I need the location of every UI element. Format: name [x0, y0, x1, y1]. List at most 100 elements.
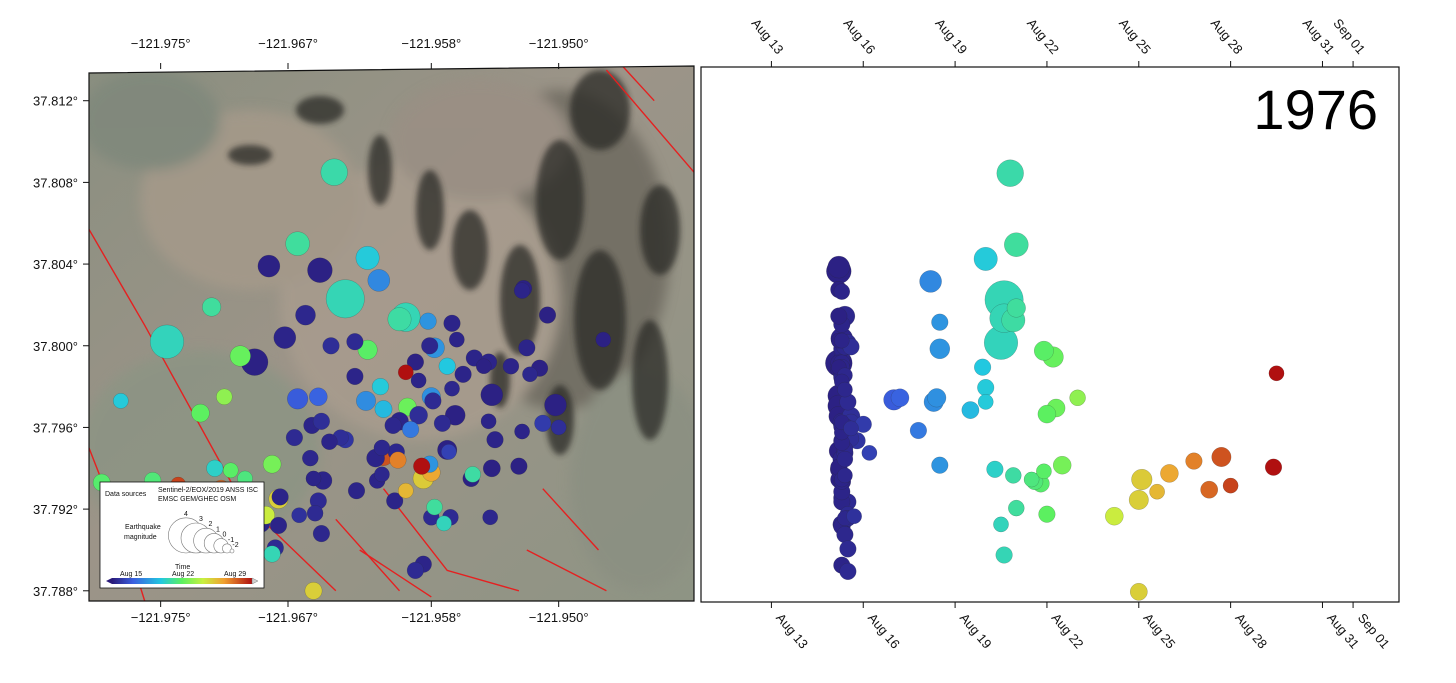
time-quake-point: [833, 283, 851, 300]
map-quake-point: [374, 466, 390, 483]
map-top-tick-label: −121.958°: [401, 36, 461, 51]
map-quake-point: [482, 509, 499, 526]
legend-magnitude-title-1: Earthquake: [125, 524, 161, 531]
map-quake-point: [216, 388, 233, 406]
map-quake-point: [421, 337, 439, 355]
time-quake-point: [1069, 389, 1086, 407]
time-quake-point: [1038, 505, 1056, 523]
map-quake-point: [480, 383, 504, 407]
time-top-tick-label: Aug 25: [1116, 16, 1154, 57]
map-quake-point: [389, 451, 407, 469]
map-bottom-tick-label: −121.967°: [258, 610, 318, 625]
time-quake-point: [1005, 467, 1022, 484]
time-quake-point: [1006, 298, 1026, 318]
map-quake-point: [306, 504, 324, 522]
map-quake-point: [433, 414, 451, 432]
time-bottom-tick-label: Aug 28: [1232, 610, 1270, 651]
time-quake-point: [1264, 458, 1283, 476]
satellite-basemap: [89, 66, 694, 601]
map-quake-point: [371, 378, 389, 396]
map-bottom-tick-label: −121.950°: [529, 610, 589, 625]
map-quake-point: [538, 306, 557, 324]
map-quake-point: [309, 387, 328, 407]
time-bottom-tick-label: Sep 01: [1355, 610, 1393, 651]
map-quake-point: [202, 297, 222, 317]
legend-magnitude-value: 3: [199, 516, 203, 523]
map-quake-point: [513, 282, 531, 299]
time-quake-point: [931, 313, 949, 331]
map-quake-point: [544, 393, 567, 417]
map-quake-point: [406, 353, 424, 371]
time-bottom-tick-label: Aug 25: [1141, 610, 1179, 651]
time-quake-point: [1222, 477, 1239, 494]
time-top-tick-label: Aug 16: [841, 16, 879, 57]
map-legend: Data sources Sentinel-2/EOX/2019 ANSS IS…: [99, 481, 265, 589]
map-quake-point: [486, 431, 504, 449]
map-quake-point: [444, 404, 466, 426]
map-quake-point: [305, 470, 322, 487]
fault-line: [605, 69, 694, 173]
map-quake-point: [356, 390, 376, 411]
map-quake-point: [346, 333, 364, 351]
fault-line: [621, 66, 655, 102]
map-quake-point: [112, 393, 129, 409]
map-quake-point: [424, 392, 442, 410]
map-quake-point: [355, 245, 380, 270]
time-quake-point: [1052, 455, 1072, 475]
time-panel: 1976 Aug 13 Aug 13 Aug 16 Aug 16 Aug 19 Aug 1…: [700, 16, 1400, 651]
time-quake-point: [836, 526, 854, 544]
map-quake-point: [304, 581, 323, 600]
map-quake-point: [438, 357, 456, 375]
time-quake-point: [986, 460, 1004, 478]
map-quake-point: [413, 457, 431, 475]
map-quake-point: [322, 337, 340, 355]
legend-magnitude-value: -1: [228, 537, 234, 544]
map-quake-point: [443, 314, 461, 332]
map-quake-point: [347, 482, 366, 500]
map-top-tick-label: −121.950°: [529, 36, 589, 51]
map-quake-point: [373, 439, 391, 457]
time-quake-point: [974, 358, 992, 376]
map-quake-point: [409, 405, 428, 425]
map-quake-point: [262, 454, 282, 474]
legend-magnitude-title-2: magnitude: [124, 534, 157, 541]
year-label: 1976: [1253, 78, 1378, 141]
map-left-tick-label: 37.800°: [33, 339, 78, 354]
map-quake-point: [397, 364, 414, 381]
map-quake-point: [346, 367, 364, 385]
map-left-tick-label: 37.804°: [33, 257, 78, 272]
legend-sources-title: Data sources: [105, 491, 147, 498]
map-bottom-tick-label: −121.975°: [131, 610, 191, 625]
time-quake-point: [1160, 464, 1179, 483]
map-quake-point: [273, 326, 297, 349]
time-quake-point: [1131, 468, 1153, 491]
time-quake-point: [837, 467, 853, 484]
legend-time-title: Time: [175, 564, 190, 571]
map-quake-point: [321, 433, 338, 450]
time-bottom-tick-label: Aug 22: [1049, 610, 1087, 651]
map-quake-point: [550, 419, 567, 436]
time-quake-point: [1037, 404, 1057, 424]
map-quake-point: [307, 257, 333, 283]
legend-magnitude-value: 4: [184, 511, 188, 518]
time-quake-point: [827, 255, 851, 279]
map-quake-point: [367, 269, 391, 292]
map-quake-point: [502, 357, 520, 375]
legend-sources-line1: Sentinel-2/EOX/2019 ANSS ISC: [158, 487, 258, 494]
map-quake-point: [480, 413, 497, 430]
time-quake-point: [1185, 452, 1203, 470]
legend-magnitude-value: -2: [232, 542, 238, 549]
time-quake-point: [1008, 499, 1025, 517]
time-quake-point: [996, 159, 1024, 187]
fault-line: [382, 488, 520, 592]
map-left-tick-label: 37.808°: [33, 175, 78, 190]
time-quake-point: [1268, 365, 1285, 382]
time-quake-point: [1149, 483, 1165, 500]
fault-line: [526, 549, 607, 592]
map-quake-point: [285, 429, 303, 447]
legend-time-start: Aug 15: [120, 571, 142, 578]
map-quake-point: [295, 304, 316, 326]
map-axes: −121.975° −121.975° −121.967° −121.967° −121…: [33, 36, 589, 625]
time-quake-point: [931, 456, 949, 474]
